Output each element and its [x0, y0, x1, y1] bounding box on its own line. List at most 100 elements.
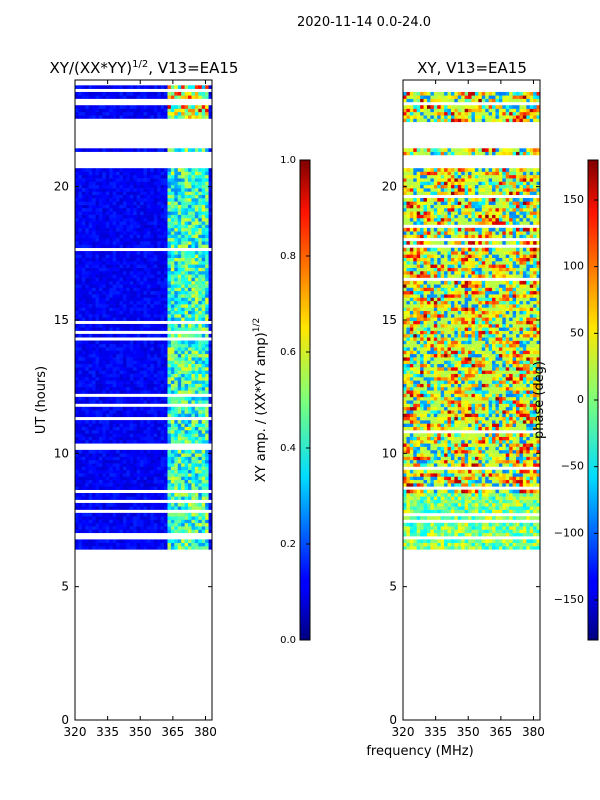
heatmap-cell: [170, 459, 175, 464]
heatmap-cell: [174, 327, 179, 331]
heatmap-cell: [129, 350, 134, 355]
heatmap-cell: [140, 274, 144, 278]
heatmap-cell: [150, 237, 155, 242]
heatmap-cell: [413, 499, 418, 504]
heatmap-cell: [519, 492, 524, 497]
heatmap-cell: [119, 148, 124, 152]
heatmap-cell: [502, 526, 507, 530]
heatmap-cell: [174, 390, 179, 394]
heatmap-cell: [174, 274, 179, 278]
heatmap-cell: [92, 105, 96, 109]
heatmap-cell: [119, 191, 124, 195]
heatmap-cell: [75, 420, 79, 424]
heatmap-cell: [153, 390, 158, 394]
heatmap-cell: [177, 439, 182, 444]
heatmap-cell: [133, 300, 138, 305]
heatmap-cell: [184, 174, 189, 179]
heatmap-cell: [191, 198, 196, 202]
heatmap-cell: [129, 204, 134, 209]
heatmap-cell: [468, 502, 472, 507]
heatmap-cell: [181, 214, 185, 219]
heatmap-cell: [95, 294, 100, 298]
heatmap-cell: [146, 221, 151, 225]
heatmap-cell: [447, 499, 452, 504]
heatmap-cell: [478, 496, 483, 500]
heatmap-cell: [170, 108, 175, 113]
heatmap-cell: [136, 542, 141, 547]
heatmap-cell: [119, 194, 124, 199]
heatmap-cell: [140, 340, 144, 345]
heatmap-cell: [201, 314, 206, 318]
heatmap-cell: [512, 496, 517, 500]
heatmap-cell: [198, 300, 203, 305]
heatmap-cell: [98, 234, 103, 239]
heatmap-cell: [95, 463, 100, 467]
heatmap-cell: [105, 340, 110, 345]
heatmap-cell: [122, 433, 127, 437]
heatmap-cell: [119, 396, 124, 401]
heatmap-cell: [198, 244, 203, 249]
heatmap-cell: [481, 516, 486, 520]
heatmap-cell: [102, 148, 107, 152]
heatmap-cell: [406, 489, 411, 494]
heatmap-cell: [447, 506, 452, 510]
heatmap-cell: [109, 217, 114, 222]
heatmap-cell: [122, 267, 127, 272]
heatmap-cell: [109, 221, 114, 225]
heatmap-cell: [413, 539, 418, 543]
heatmap-cell: [116, 516, 120, 520]
heatmap-cell: [146, 95, 151, 99]
heatmap-cell: [75, 373, 79, 378]
heatmap-cell: [140, 453, 144, 457]
heatmap-cell: [184, 280, 189, 285]
heatmap-cell: [95, 459, 100, 464]
heatmap-cell: [208, 317, 212, 321]
heatmap-cell: [423, 532, 428, 537]
heatmap-cell: [160, 231, 165, 235]
heatmap-cell: [81, 85, 86, 89]
heatmap-cell: [191, 314, 196, 318]
heatmap-cell: [92, 171, 96, 176]
heatmap-cell: [133, 280, 138, 285]
heatmap-cell: [157, 466, 162, 471]
heatmap-cell: [146, 396, 151, 401]
heatmap-cell: [116, 224, 120, 229]
heatmap-cell: [191, 426, 196, 431]
heatmap-cell: [75, 317, 79, 321]
heatmap-cell: [98, 184, 103, 189]
heatmap-cell: [105, 231, 110, 235]
heatmap-cell: [85, 241, 90, 245]
heatmap-cell: [105, 542, 110, 547]
heatmap-cell: [136, 426, 141, 431]
heatmap-cell: [119, 469, 124, 474]
heatmap-cell: [81, 357, 86, 361]
heatmap-cell: [177, 227, 182, 232]
x-tick-label: 335: [96, 725, 119, 739]
heatmap-cell: [403, 539, 407, 543]
heatmap-cell: [119, 483, 124, 487]
heatmap-cell: [102, 473, 107, 477]
heatmap-cell: [177, 473, 182, 477]
heatmap-cell: [177, 204, 182, 209]
heatmap-cell: [98, 463, 103, 467]
heatmap-cell: [95, 244, 100, 249]
heatmap-cell: [88, 174, 93, 179]
heatmap-cell: [146, 300, 151, 305]
heatmap-cell: [191, 294, 196, 298]
heatmap-cell: [170, 486, 175, 490]
heatmap-cell: [119, 502, 124, 507]
heatmap-cell: [143, 264, 148, 268]
heatmap-cell: [444, 542, 448, 547]
heatmap-cell: [112, 476, 117, 481]
heatmap-cell: [112, 111, 117, 116]
heatmap-cell: [181, 502, 185, 507]
heatmap-cell: [177, 181, 182, 186]
heatmap-cell: [102, 539, 107, 543]
heatmap-cell: [122, 91, 127, 96]
heatmap-cell: [133, 396, 138, 401]
heatmap-cell: [109, 234, 114, 239]
heatmap-cell: [102, 181, 107, 186]
heatmap-cell: [88, 410, 93, 414]
heatmap-cell: [98, 204, 103, 209]
heatmap-cell: [105, 357, 110, 361]
